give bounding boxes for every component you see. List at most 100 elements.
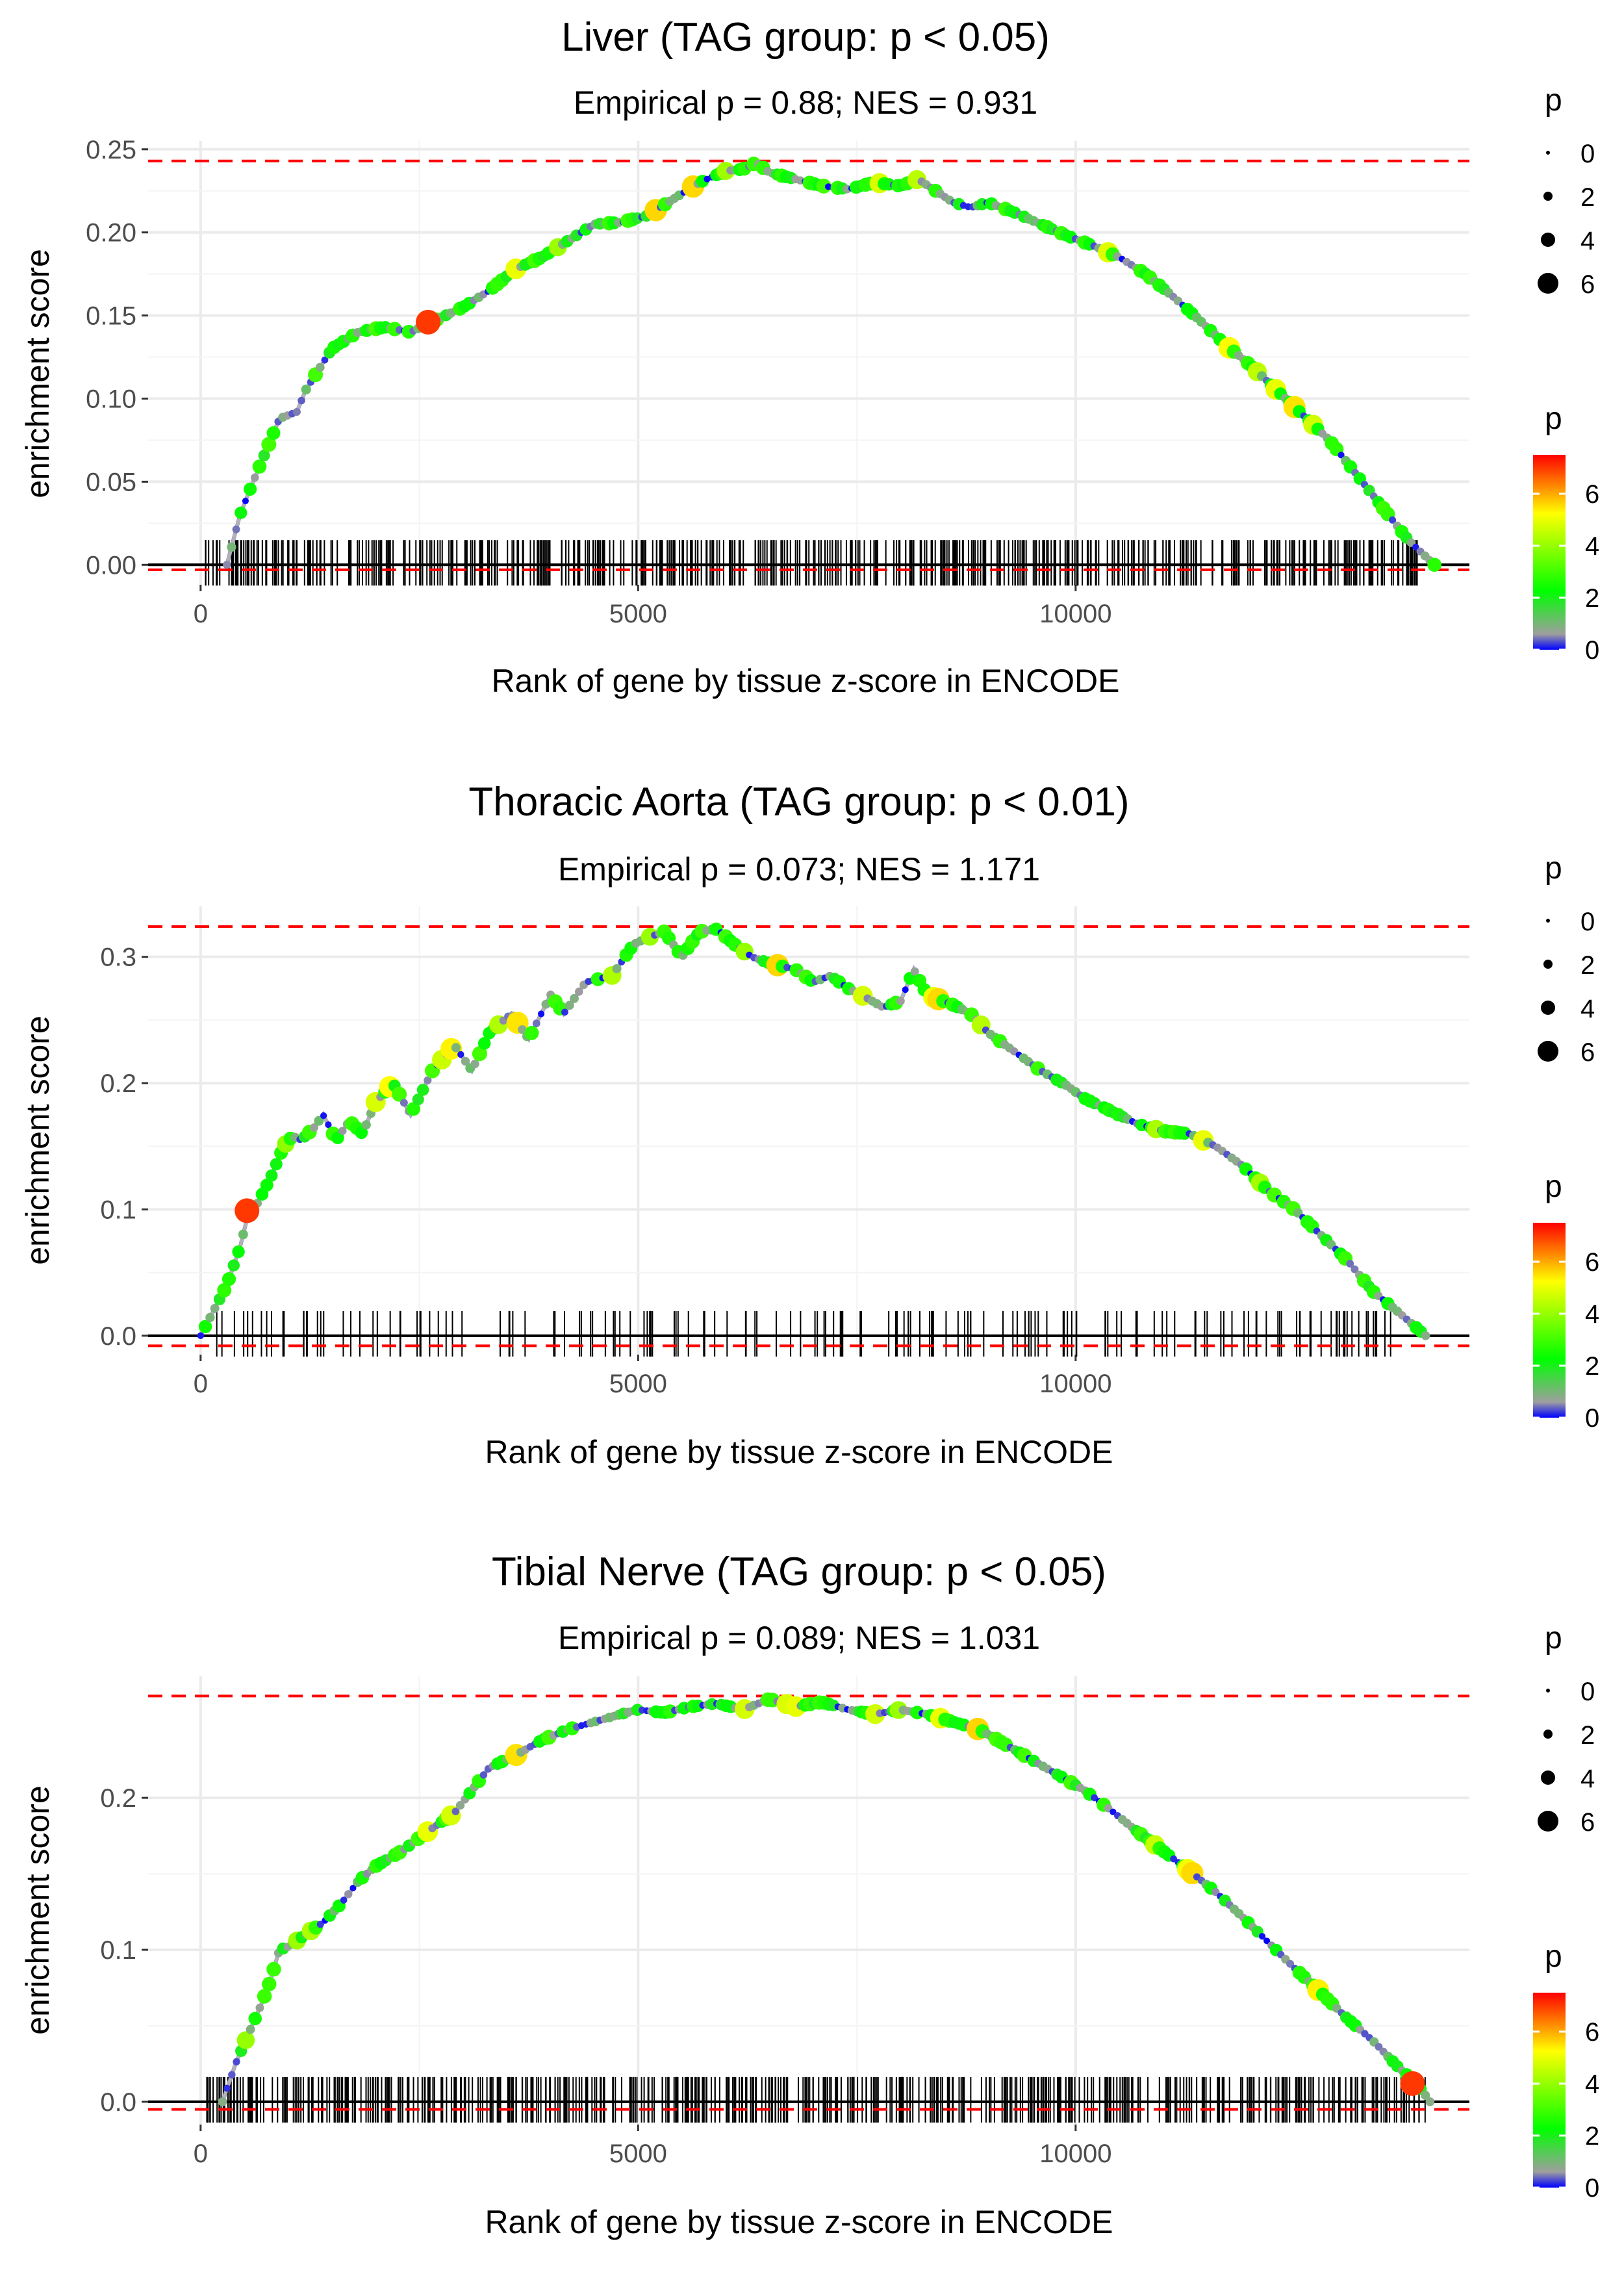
es-point	[222, 1272, 236, 1286]
size-legend-label: 2	[1580, 1721, 1595, 1750]
es-point	[197, 1332, 205, 1340]
panel-title: Thoracic Aorta (TAG group: p < 0.01)	[468, 780, 1129, 824]
es-point	[233, 2058, 240, 2065]
color-legend-label: 4	[1585, 532, 1599, 561]
es-point	[461, 1056, 470, 1066]
es-point	[612, 964, 622, 973]
es-point	[246, 2025, 255, 2034]
color-legend-title: p	[1545, 1169, 1562, 1204]
es-point	[223, 561, 231, 569]
es-point	[865, 1704, 885, 1724]
es-point	[210, 1303, 220, 1313]
es-point	[1258, 1933, 1266, 1940]
es-point	[717, 162, 735, 180]
panel-subtitle: Empirical p = 0.073; NES = 1.171	[558, 851, 1040, 888]
es-point	[266, 426, 281, 441]
es-point	[227, 1259, 240, 1271]
es-point	[1421, 1331, 1430, 1340]
gridlines	[148, 906, 1469, 1355]
panel-title: Tibial Nerve (TAG group: p < 0.05)	[492, 1550, 1106, 1594]
es-point	[238, 1229, 248, 1240]
size-legend-label: 4	[1580, 227, 1595, 255]
panel-title: Liver (TAG group: p < 0.05)	[561, 15, 1050, 60]
size-legend-key	[1546, 919, 1550, 923]
x-tick-label: 10000	[1039, 600, 1111, 628]
es-point	[248, 2012, 262, 2026]
es-point	[223, 2084, 231, 2092]
y-tick-label: 0.20	[86, 219, 136, 248]
es-point	[532, 1019, 540, 1028]
size-legend-label: 6	[1580, 1808, 1595, 1837]
es-point	[1421, 2090, 1430, 2101]
color-legend-label: 2	[1585, 1352, 1599, 1381]
es-point	[518, 1025, 527, 1034]
es-point	[310, 1123, 319, 1132]
es-point	[455, 1801, 465, 1810]
gene-rank-ticks	[206, 2076, 1426, 2123]
es-point	[355, 1126, 368, 1140]
size-legend-label: 0	[1580, 908, 1595, 936]
es-point	[321, 356, 329, 364]
size-legend-label: 6	[1580, 1038, 1595, 1067]
es-point	[412, 1093, 424, 1106]
es-curve	[199, 927, 1427, 1337]
y-tick-label: 0.2	[100, 1784, 136, 1813]
y-axis-label: enrichment score	[19, 249, 56, 498]
es-point	[1286, 1960, 1295, 1968]
es-point	[910, 967, 919, 976]
es-point	[242, 497, 249, 505]
plot-area: 0 5000 10000 0.0 0.1 0.2	[100, 1676, 1469, 2168]
es-point	[252, 459, 267, 474]
es-point	[258, 450, 270, 462]
y-tick-label: 0.1	[100, 1936, 136, 1965]
panel-subtitle: Empirical p = 0.88; NES = 0.931	[574, 84, 1037, 121]
es-point	[479, 1771, 488, 1779]
es-point	[570, 993, 579, 1003]
x-tick-label: 5000	[609, 2140, 667, 2168]
color-legend-label: 0	[1585, 2174, 1599, 2203]
gridlines	[148, 141, 1469, 585]
color-legend-label: 4	[1585, 1300, 1599, 1329]
color-bar	[1533, 455, 1566, 650]
plot-area: 0 5000 10000 0.00 0.05 0.10 0.15 0.20 0.25	[86, 136, 1469, 628]
es-point	[575, 988, 583, 996]
size-legend-label: 0	[1580, 140, 1595, 168]
es-point	[477, 1037, 491, 1050]
y-tick-label: 0.05	[86, 468, 136, 496]
es-point	[1351, 1265, 1359, 1273]
es-points	[218, 1692, 1435, 2106]
es-point	[451, 1808, 460, 1815]
color-legend-label: 0	[1585, 636, 1599, 665]
color-legend-label: 6	[1585, 1248, 1599, 1277]
es-point	[1375, 2043, 1383, 2051]
es-point	[470, 1059, 479, 1069]
es-point	[1389, 516, 1397, 524]
color-legend-label: 6	[1585, 2018, 1599, 2047]
es-point	[1338, 452, 1345, 459]
y-tick-label: 0.15	[86, 302, 136, 331]
y-tick-label: 0.0	[100, 1322, 136, 1351]
es-point	[344, 1890, 353, 1898]
y-tick-label: 0.10	[86, 385, 136, 413]
y-axis-label: enrichment score	[19, 1785, 56, 2035]
size-legend-key	[1543, 960, 1553, 969]
y-tick-label: 0.2	[100, 1069, 136, 1098]
y-tick-label: 0.25	[86, 136, 136, 164]
gridlines	[148, 1676, 1469, 2125]
es-point	[451, 1043, 461, 1053]
es-point	[472, 1046, 487, 1062]
top-gene-point	[1400, 2071, 1425, 2096]
es-point	[902, 986, 909, 993]
size-legend-label: 6	[1580, 270, 1595, 299]
es-point	[316, 1921, 324, 1928]
es-point	[235, 506, 247, 519]
color-legend-label: 4	[1585, 2070, 1599, 2099]
color-legend-title: p	[1545, 1939, 1562, 1974]
panel-thoracic-aorta: Thoracic Aorta (TAG group: p < 0.01) Emp…	[19, 780, 1599, 1470]
es-point	[314, 1116, 324, 1126]
size-legend-key	[1538, 1041, 1558, 1062]
color-legend-label: 6	[1585, 480, 1599, 509]
